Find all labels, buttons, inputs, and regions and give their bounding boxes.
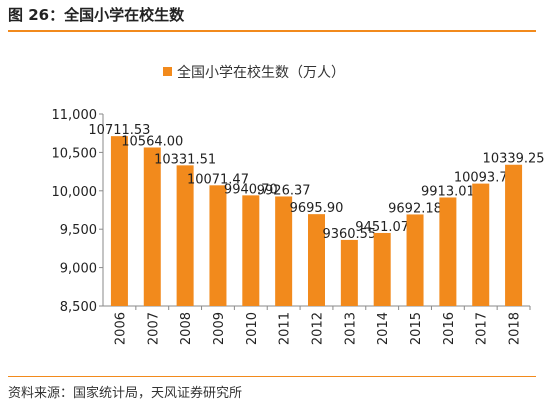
- bar: [110, 136, 128, 306]
- x-tick-label: 2008: [179, 312, 194, 345]
- x-tick-label: 2010: [245, 312, 260, 345]
- bar: [505, 164, 523, 306]
- x-tick-label: 2015: [409, 312, 424, 345]
- source-note: 资料来源：国家统计局，天风证券研究所: [8, 386, 243, 401]
- x-tick-label: 2017: [475, 312, 490, 345]
- bar: [242, 195, 260, 306]
- x-tick-label: 2006: [113, 312, 128, 345]
- source-rule: [8, 376, 536, 377]
- y-tick-label: 9,500: [60, 223, 97, 238]
- data-label: 10331.51: [154, 152, 216, 167]
- data-label: 10093.7: [454, 171, 508, 186]
- y-tick-label: 10,000: [52, 185, 98, 200]
- y-tick-label: 11,000: [52, 108, 98, 123]
- data-label: 10564.00: [121, 134, 183, 149]
- x-tick-label: 2007: [146, 312, 161, 345]
- x-tick-label: 2012: [311, 312, 326, 345]
- bar: [373, 232, 391, 306]
- data-label: 9940.70: [224, 182, 278, 197]
- data-label: 9451.07: [355, 220, 409, 235]
- title-rule: [8, 30, 536, 32]
- data-label: 10339.25: [483, 152, 544, 167]
- x-tick-label: 2014: [376, 312, 391, 345]
- x-tick-label: 2011: [278, 312, 293, 345]
- data-label: 9692.18: [388, 201, 442, 216]
- bar: [439, 197, 457, 306]
- x-tick-label: 2016: [442, 312, 457, 345]
- legend-swatch: [163, 67, 172, 76]
- bar: [275, 196, 293, 306]
- bar: [406, 214, 424, 306]
- data-label: 9695.90: [290, 201, 344, 216]
- bar: [176, 165, 194, 306]
- y-tick-label: 8,500: [60, 300, 97, 315]
- bar: [308, 214, 325, 306]
- bar: [340, 239, 358, 306]
- y-tick-label: 9,000: [60, 262, 97, 277]
- data-label: 9360.55: [322, 227, 376, 242]
- data-label: 9913.01: [421, 184, 475, 199]
- y-tick-label: 10,500: [52, 146, 98, 161]
- bar: [472, 183, 490, 306]
- bar-chart: 全国小学在校生数（万人） 8,500 9,000 9,500 10,000 10,500 1…: [52, 64, 544, 345]
- legend-label: 全国小学在校生数（万人）: [177, 64, 345, 81]
- bar: [209, 185, 227, 306]
- bar: [143, 147, 161, 306]
- figure-title: 图 26：全国小学在校生数: [8, 6, 185, 24]
- data-label: 10711.53: [88, 123, 150, 138]
- x-tick-label: 2018: [508, 312, 523, 345]
- x-tick-label: 2013: [343, 312, 358, 345]
- x-tick-label: 2009: [212, 312, 227, 345]
- data-label: 9926.37: [257, 183, 311, 198]
- data-label: 10071.47: [187, 172, 249, 187]
